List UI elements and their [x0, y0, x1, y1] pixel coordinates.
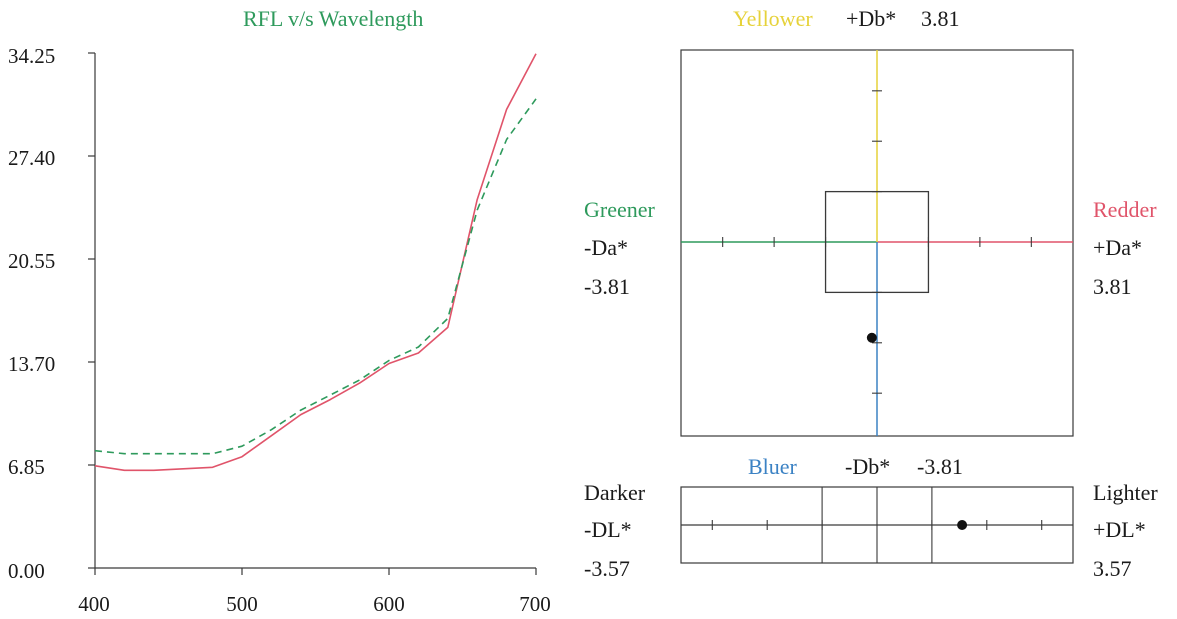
rfl-chart-title: RFL v/s Wavelength — [243, 6, 424, 31]
lighter-label: Lighter — [1093, 480, 1158, 505]
minus-dl-value: -3.57 — [584, 556, 630, 581]
redder-label: Redder — [1093, 197, 1157, 222]
minus-db-label: -Db* — [845, 454, 891, 479]
dl-sample-point — [957, 520, 968, 530]
x-tick-label: 600 — [373, 592, 405, 616]
y-tick-label: 20.55 — [8, 249, 56, 273]
plus-dl-label: +DL* — [1093, 517, 1146, 542]
tolerance-box — [824, 190, 930, 294]
plus-db-label: +Db* — [846, 6, 897, 31]
yellower-label: Yellower — [733, 6, 813, 31]
y-tick-label: 27.40 — [8, 146, 56, 170]
plus-da-label: +Da* — [1093, 235, 1143, 260]
plus-db-value: 3.81 — [921, 6, 960, 31]
minus-da-value: -3.81 — [584, 274, 630, 299]
minus-da-label: -Da* — [584, 235, 628, 260]
dashed-series-line — [94, 98, 537, 455]
darker-label: Darker — [584, 480, 646, 505]
x-tick-label: 700 — [519, 592, 551, 616]
y-tick-label: 13.70 — [8, 352, 56, 376]
y-tick-label: 34.25 — [8, 44, 56, 68]
bluer-label: Bluer — [748, 454, 797, 479]
plus-dl-value: 3.57 — [1093, 556, 1132, 581]
solid-series-line — [94, 53, 537, 472]
x-tick-label: 500 — [226, 592, 258, 616]
greener-label: Greener — [584, 197, 655, 222]
da-db-sample-point — [866, 332, 877, 343]
minus-dl-label: -DL* — [584, 517, 632, 542]
x-tick-label: 400 — [78, 592, 110, 616]
minus-db-value: -3.81 — [917, 454, 963, 479]
y-tick-label: 6.85 — [8, 455, 45, 479]
y-tick-label: 0.00 — [8, 559, 45, 583]
plus-da-value: 3.81 — [1093, 274, 1132, 299]
